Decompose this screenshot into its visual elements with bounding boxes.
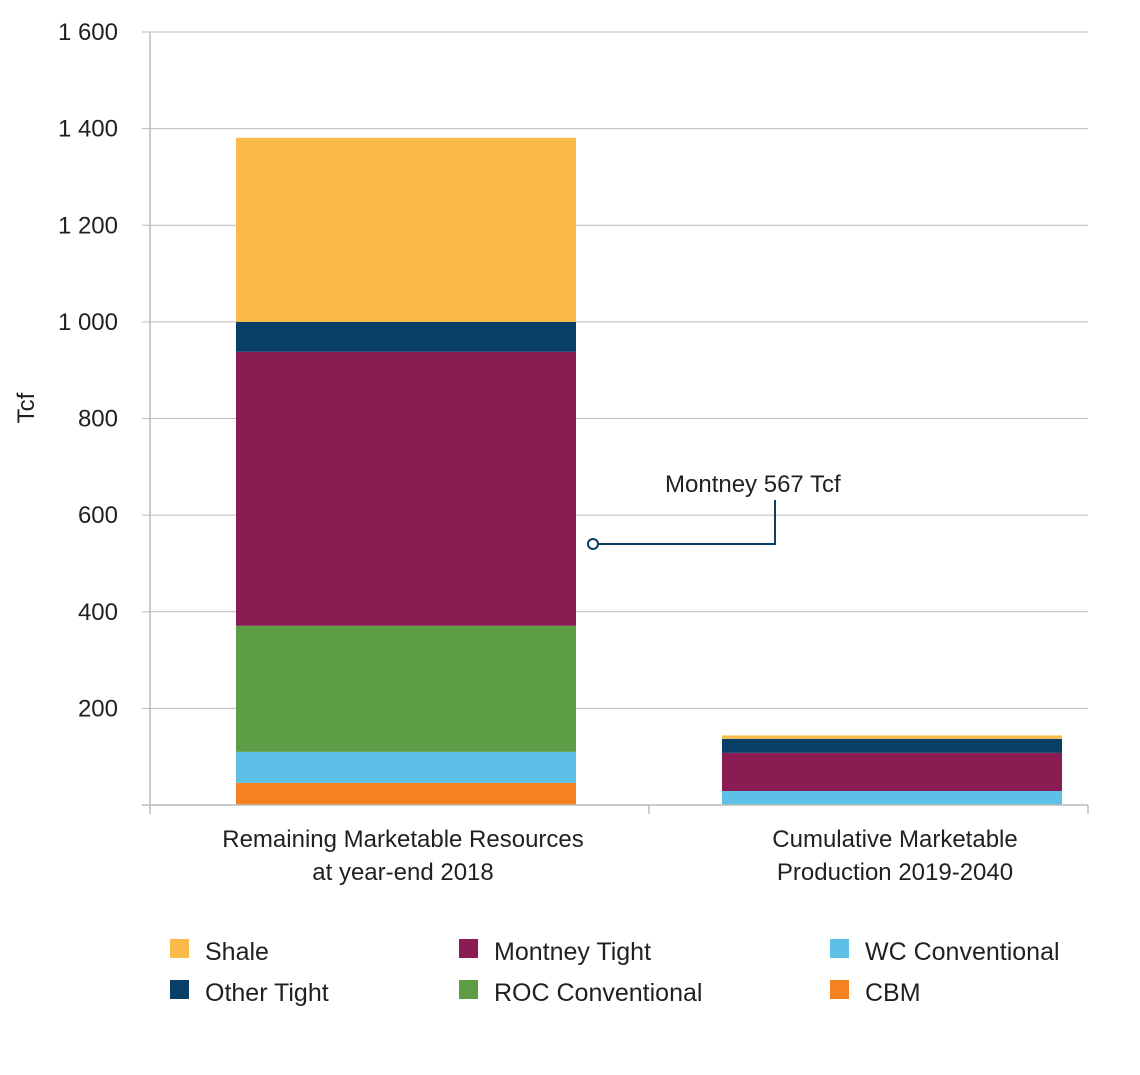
legend-swatch xyxy=(170,939,189,958)
legend-swatch xyxy=(170,980,189,999)
annotation-marker xyxy=(587,538,599,550)
bar-segment-shale xyxy=(236,137,576,322)
y-tick-label: 800 xyxy=(78,406,118,433)
bar-segment-montney-tight xyxy=(722,752,1062,791)
legend-swatch xyxy=(830,980,849,999)
bar-segment-roc-conventional xyxy=(236,625,576,752)
y-tick-label: 1 600 xyxy=(58,19,118,46)
category-labels: Remaining Marketable Resources at year-en… xyxy=(222,826,1017,886)
y-axis-label: Tcf xyxy=(13,392,40,423)
legend-swatch xyxy=(830,939,849,958)
y-tick-label: 600 xyxy=(78,502,118,529)
legend: Shale Other Tight Montney Tight ROC Convent… xyxy=(170,938,1060,1007)
annotation-leader-line xyxy=(599,500,776,545)
bars xyxy=(236,137,1062,805)
legend-swatch xyxy=(459,939,478,958)
legend-label: Shale xyxy=(205,938,269,966)
bar-segment-other-tight xyxy=(236,321,576,352)
annotation-text: Montney 567 Tcf xyxy=(665,471,841,498)
legend-swatch xyxy=(459,980,478,999)
legend-label: Montney Tight xyxy=(494,938,651,966)
category-label: Cumulative Marketable xyxy=(772,826,1017,853)
bar-segment-other-tight xyxy=(722,738,1062,753)
y-tick-label: 1 000 xyxy=(58,309,118,336)
legend-label: Other Tight xyxy=(205,979,329,1007)
bar-segment-shale xyxy=(722,735,1062,739)
y-tick-labels: 200 400 600 800 1 000 1 200 1 400 1 600 xyxy=(58,19,118,722)
bar-segment-wc-conventional xyxy=(722,790,1062,805)
category-label: Production 2019-2040 xyxy=(777,859,1013,886)
legend-label: ROC Conventional xyxy=(494,979,702,1007)
category-label: Remaining Marketable Resources xyxy=(222,826,584,853)
category-label: at year-end 2018 xyxy=(312,859,493,886)
axes xyxy=(142,32,1089,814)
bar-segment-cbm xyxy=(236,782,576,805)
y-tick-label: 1 400 xyxy=(58,116,118,143)
y-tick-label: 400 xyxy=(78,599,118,626)
annotation: Montney 567 Tcf xyxy=(587,471,841,550)
legend-label: WC Conventional xyxy=(865,938,1060,966)
bar-segment-wc-conventional xyxy=(236,751,576,783)
bar-segment-montney-tight xyxy=(236,351,576,626)
legend-label: CBM xyxy=(865,979,921,1007)
y-tick-label: 1 200 xyxy=(58,212,118,239)
y-tick-label: 200 xyxy=(78,695,118,722)
